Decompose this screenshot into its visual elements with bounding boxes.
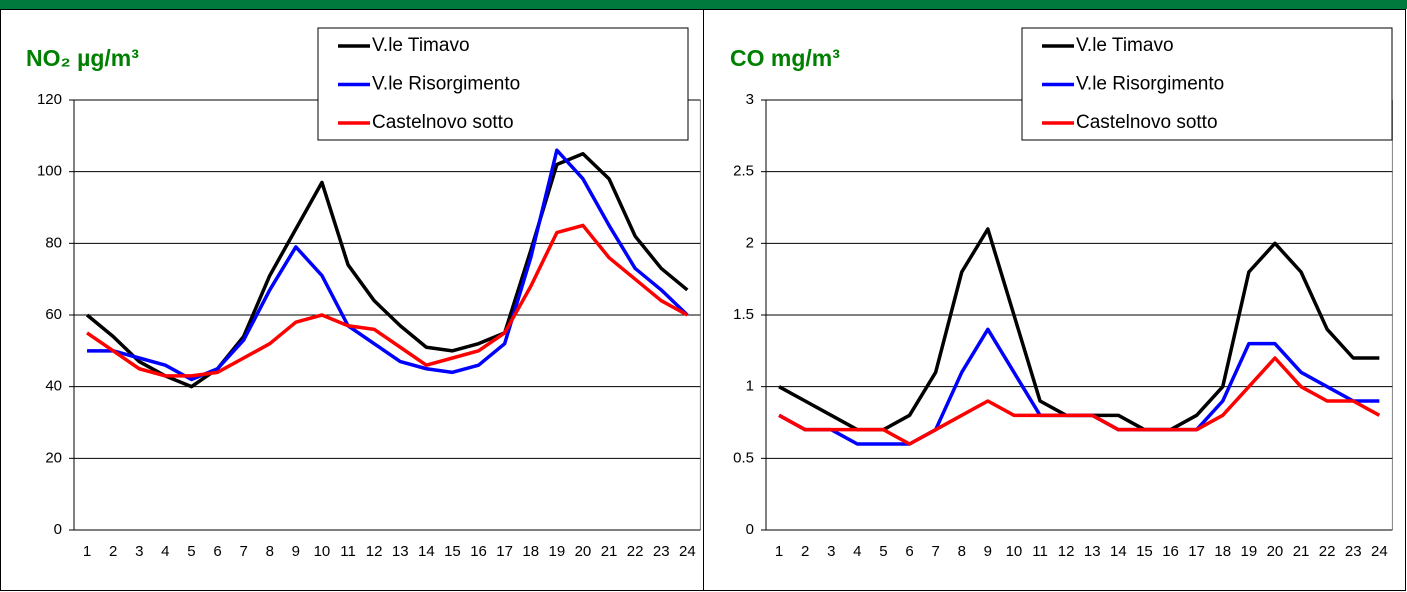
legend-label: Castelnovo sotto — [372, 112, 514, 133]
series-line — [87, 148, 689, 382]
x-tick-label: 18 — [1214, 543, 1231, 560]
x-tick-label: 17 — [1188, 543, 1205, 560]
x-tick-label: 22 — [1319, 543, 1336, 560]
legend-label: V.le Risorgimento — [1076, 74, 1224, 95]
x-tick-label: 18 — [522, 543, 539, 560]
x-tick-label: 15 — [1136, 543, 1153, 560]
chart-title: NO₂ µg/m³ — [26, 45, 139, 71]
legend-label: V.le Timavo — [1076, 35, 1174, 56]
x-tick-label: 15 — [444, 543, 461, 560]
x-tick-label: 12 — [1058, 543, 1075, 560]
x-tick-label: 6 — [213, 543, 221, 560]
x-tick-label: 5 — [879, 543, 887, 560]
series-line — [778, 356, 1381, 446]
x-tick-label: 12 — [366, 543, 383, 560]
x-tick-label: 24 — [679, 543, 696, 560]
y-tick-label: 120 — [37, 91, 62, 108]
y-tick-label: 3 — [746, 91, 754, 108]
y-tick-label: 0 — [746, 521, 754, 538]
y-tick-label: 40 — [45, 378, 62, 395]
x-tick-label: 8 — [958, 543, 966, 560]
x-tick-label: 14 — [418, 543, 435, 560]
y-tick-label: 1.5 — [733, 306, 754, 323]
series-line — [778, 227, 1380, 432]
series-line — [85, 152, 689, 389]
x-tick-label: 19 — [1241, 543, 1258, 560]
chart-title: CO mg/m³ — [730, 45, 840, 71]
banner — [0, 0, 1407, 9]
x-tick-label: 2 — [109, 543, 117, 560]
x-tick-label: 10 — [314, 543, 331, 560]
x-tick-label: 2 — [801, 543, 809, 560]
x-tick-label: 4 — [161, 543, 169, 560]
x-tick-label: 4 — [853, 543, 861, 560]
x-tick-label: 7 — [239, 543, 247, 560]
x-tick-label: 8 — [266, 543, 274, 560]
x-tick-label: 6 — [905, 543, 913, 560]
x-tick-label: 13 — [1084, 543, 1101, 560]
legend-box — [317, 27, 689, 141]
x-tick-label: 20 — [1267, 543, 1284, 560]
legend-box — [1021, 27, 1393, 141]
x-tick-label: 11 — [340, 543, 356, 560]
x-tick-label: 3 — [827, 543, 835, 560]
y-tick-label: 0 — [54, 521, 62, 538]
y-tick-label: 100 — [37, 163, 62, 180]
panel — [703, 9, 1406, 591]
x-tick-label: 24 — [1371, 543, 1388, 560]
legend-label: V.le Timavo — [372, 35, 470, 56]
x-tick-label: 16 — [470, 543, 487, 560]
series-line — [86, 223, 689, 378]
x-tick-label: 1 — [775, 543, 783, 560]
legend-label: V.le Risorgimento — [372, 74, 520, 95]
x-tick-label: 23 — [653, 543, 670, 560]
x-tick-label: 16 — [1162, 543, 1179, 560]
x-tick-label: 14 — [1110, 543, 1127, 560]
x-tick-label: 21 — [1293, 543, 1310, 560]
x-tick-label: 9 — [984, 543, 992, 560]
x-tick-label: 23 — [1345, 543, 1362, 560]
x-tick-label: 9 — [292, 543, 300, 560]
y-tick-label: 80 — [45, 234, 62, 251]
x-tick-label: 17 — [496, 543, 513, 560]
legend-label: Castelnovo sotto — [1076, 112, 1218, 133]
x-tick-label: 7 — [931, 543, 939, 560]
x-tick-label: 22 — [627, 543, 644, 560]
y-tick-label: 2 — [746, 234, 754, 251]
y-tick-label: 2.5 — [733, 163, 754, 180]
y-tick-label: 60 — [45, 306, 62, 323]
x-tick-label: 13 — [392, 543, 409, 560]
x-tick-label: 3 — [135, 543, 143, 560]
x-tick-label: 1 — [83, 543, 91, 560]
x-tick-label: 21 — [601, 543, 618, 560]
y-tick-label: 1 — [746, 378, 754, 395]
y-tick-label: 20 — [45, 449, 62, 466]
x-tick-label: 20 — [575, 543, 592, 560]
x-tick-label: 5 — [187, 543, 195, 560]
x-tick-label: 19 — [549, 543, 566, 560]
y-tick-label: 0.5 — [733, 449, 754, 466]
x-tick-label: 11 — [1032, 543, 1048, 560]
x-tick-label: 10 — [1006, 543, 1023, 560]
